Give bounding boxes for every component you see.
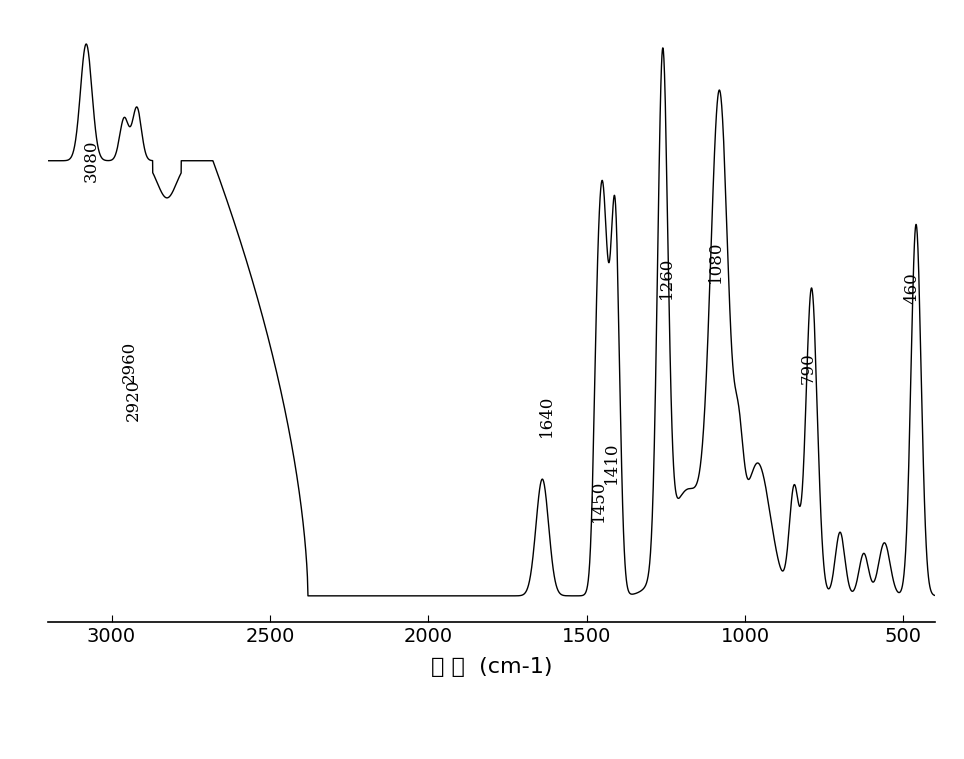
Text: 1640: 1640 — [538, 394, 554, 436]
Text: 2920: 2920 — [125, 378, 143, 420]
Text: 1080: 1080 — [708, 241, 724, 283]
Text: 1450: 1450 — [590, 479, 607, 521]
Text: 3080: 3080 — [83, 140, 99, 182]
Text: 1410: 1410 — [602, 442, 620, 484]
Text: 790: 790 — [799, 352, 817, 383]
Text: 1260: 1260 — [658, 257, 675, 298]
Text: 2960: 2960 — [120, 342, 138, 383]
X-axis label: 波 长  (cm-1): 波 长 (cm-1) — [431, 657, 552, 677]
Text: 460: 460 — [904, 272, 921, 304]
